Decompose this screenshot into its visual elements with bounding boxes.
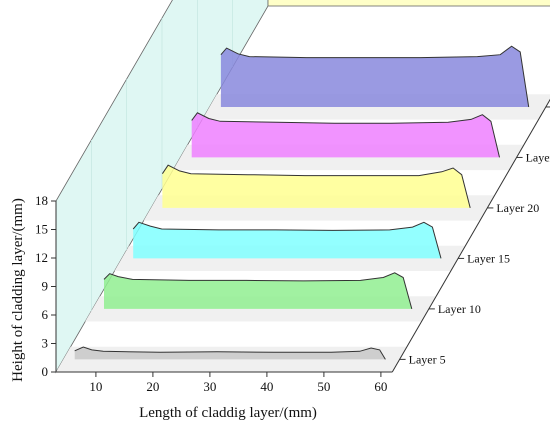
layer-area — [133, 222, 441, 259]
layer-label: Layer 10 — [438, 302, 481, 316]
x-tick-label: 40 — [260, 379, 273, 394]
layer-profile-line — [191, 112, 500, 158]
layer-area — [104, 272, 412, 309]
layer-area — [74, 347, 386, 360]
y-axis-title: Height of cladding layer/(mm) — [10, 198, 26, 382]
layer-label: Layer 25 — [526, 150, 550, 164]
layer-label: Layer 20 — [496, 201, 539, 215]
layer-profile-line — [74, 346, 386, 360]
layer-profile-line — [132, 221, 442, 259]
x-tick-label: 50 — [317, 379, 330, 394]
layer-label: Layer 15 — [467, 251, 510, 265]
y-tick-label: 12 — [35, 250, 48, 265]
y-tick-label: 18 — [35, 193, 48, 208]
y-tick-label: 0 — [42, 364, 49, 379]
depth-axis-line — [391, 98, 550, 373]
y-tick-label: 3 — [42, 336, 49, 351]
layer-label: Layer 5 — [409, 352, 446, 366]
x-tick-label: 30 — [203, 379, 216, 394]
layer-profile-line — [161, 164, 471, 209]
back-wall — [267, 0, 550, 7]
layer-area — [220, 46, 529, 107]
x-tick-label: 10 — [89, 379, 102, 394]
layer-profile-line — [103, 272, 413, 310]
layer-area — [162, 165, 471, 208]
layer-profile-line — [220, 45, 530, 108]
y-tick-label: 9 — [42, 279, 49, 294]
x-axis-title: Length of claddig layer/(mm) — [139, 405, 317, 421]
x-tick-label: 20 — [146, 379, 159, 394]
x-tick-label: 60 — [374, 379, 387, 394]
y-axis-ticks: 0 3 6 9 12 15 18 — [35, 193, 56, 379]
x-axis-ticks: 10 20 30 40 50 60 — [89, 372, 387, 394]
y-tick-label: 6 — [42, 307, 49, 322]
y-tick-label: 15 — [35, 222, 48, 237]
layer-area — [191, 112, 500, 158]
layer-areas — [74, 45, 530, 360]
